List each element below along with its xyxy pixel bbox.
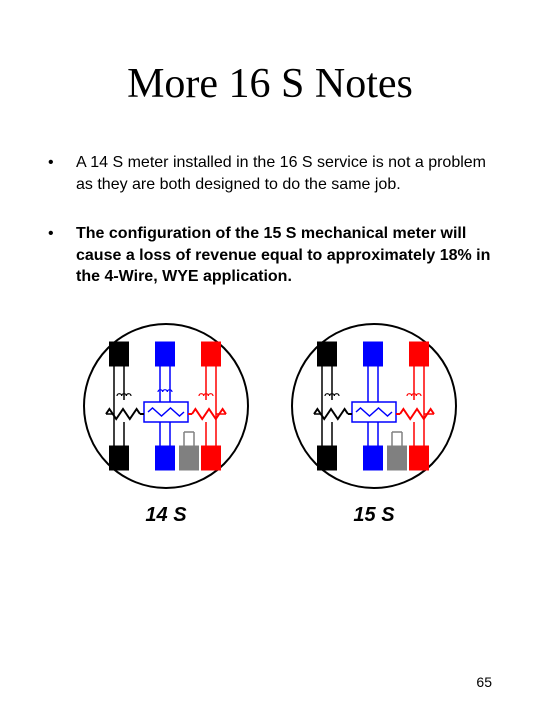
bullet-item: • A 14 S meter installed in the 16 S ser… [48,152,492,195]
bullet-text: The configuration of the 15 S mechanical… [76,223,492,288]
bullet-marker: • [48,223,76,245]
diagrams-row: 14 S 15 S [48,316,492,527]
meter-15s-label: 15 S [353,504,394,527]
meter-15s-svg [284,316,464,496]
bullet-text: A 14 S meter installed in the 16 S servi… [76,152,492,195]
page-number: 65 [476,674,492,690]
meter-15s: 15 S [284,316,464,527]
bullet-item: • The configuration of the 15 S mechanic… [48,223,492,288]
page-title: More 16 S Notes [48,60,492,108]
page: More 16 S Notes • A 14 S meter installed… [0,0,540,527]
meter-14s-svg [76,316,256,496]
meter-14s: 14 S [76,316,256,527]
bullet-marker: • [48,152,76,174]
meter-14s-label: 14 S [145,504,186,527]
